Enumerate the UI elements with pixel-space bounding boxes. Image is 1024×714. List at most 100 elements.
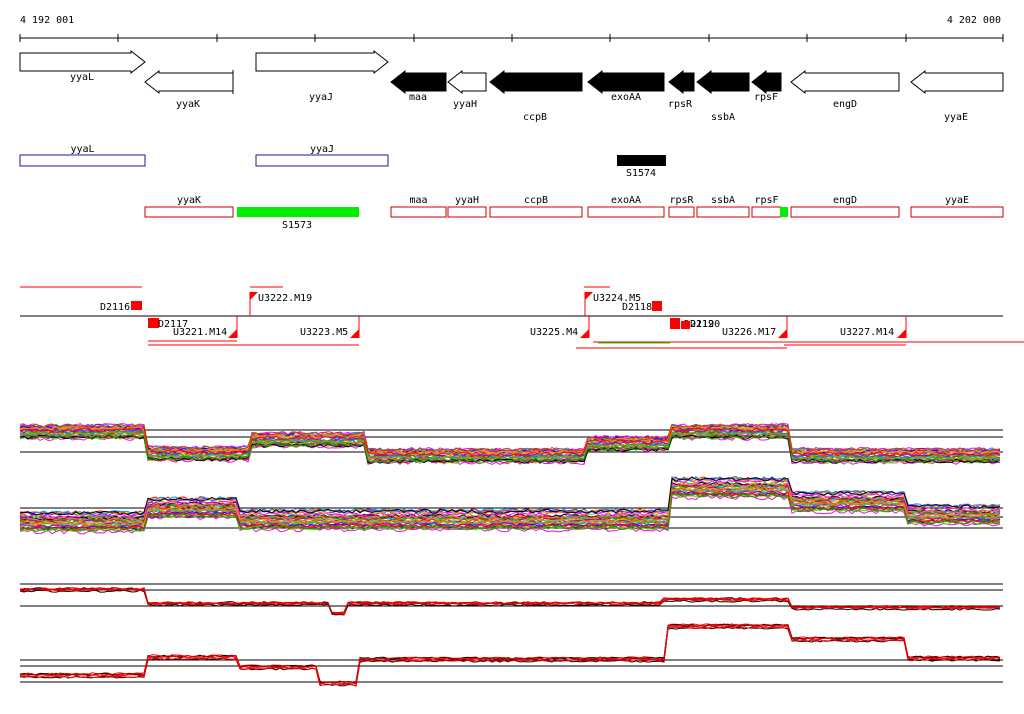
expression-trace (19, 482, 1001, 522)
gene-label-maa: maa (409, 92, 427, 103)
reverse-box-label: yyaH (455, 195, 479, 206)
expression-trace (19, 495, 1001, 535)
summary-profile-reverse (19, 623, 1003, 687)
expression-trace (19, 426, 1001, 456)
reverse-box-label: yyaE (945, 195, 969, 206)
reverse-box-exoaa[interactable] (587, 206, 665, 218)
promoter-label: D2119 (684, 319, 714, 330)
promoter-d2120[interactable] (681, 321, 690, 329)
promoter-label: U3221.M14 (173, 327, 227, 338)
promoter-d2117[interactable] (148, 318, 159, 328)
promoter-label: U3224.M5 (593, 293, 641, 304)
expression-trace (19, 430, 1001, 460)
expression-trace (19, 428, 1001, 458)
promoter-d2118[interactable] (652, 301, 662, 311)
gene-arrow-yyal[interactable] (19, 49, 146, 75)
promoter-u3225-m4[interactable] (580, 329, 589, 338)
forward-box-yyal[interactable] (19, 154, 146, 167)
reverse-box-ssba[interactable] (696, 206, 750, 218)
expression-trace (19, 623, 1001, 684)
gene-arrow-ssba[interactable] (696, 69, 750, 95)
promoter-u3224-m5[interactable] (585, 292, 593, 300)
expression-trace (19, 427, 1001, 457)
expression-trace (19, 588, 1001, 616)
promoter-u3222-m19[interactable] (250, 292, 258, 300)
forward-box-yyaj[interactable] (255, 154, 389, 167)
ruler-start-label: 4 192 001 (20, 15, 74, 26)
gene-arrow-maa[interactable] (390, 69, 447, 95)
promoter-label: U3226.M17 (722, 327, 776, 338)
expression-trace (19, 623, 1001, 684)
ruler-ticks (19, 34, 1004, 42)
feature-s1573[interactable] (237, 207, 359, 217)
reverse-box-label: maa (409, 195, 427, 206)
reverse-box-label: exoAA (611, 195, 641, 206)
gene-arrow-yyah[interactable] (447, 69, 487, 95)
expression-trace (19, 431, 1001, 461)
summary-profile-forward (19, 583, 1003, 616)
expression-profile-forward (19, 422, 1003, 466)
gene-arrow-engd[interactable] (790, 69, 900, 95)
gene-label-engd: engD (833, 99, 857, 110)
reverse-box-ccpb[interactable] (489, 206, 583, 218)
feature-s1574[interactable] (617, 155, 666, 166)
gene-label-yyak: yyaK (176, 99, 200, 110)
gene-arrow-yyaj[interactable] (255, 49, 389, 75)
gene-arrow-yyae[interactable] (910, 69, 1004, 95)
promoter-u3223-m5[interactable] (350, 329, 359, 338)
forward-box-label: yyaL (70, 144, 94, 155)
ruler-end-label: 4 202 000 (947, 15, 1001, 26)
gene-label-yyae: yyaE (944, 112, 968, 123)
expression-trace (19, 623, 1001, 684)
reverse-box-rpsf[interactable] (751, 206, 782, 218)
promoter-u3221-m14[interactable] (228, 329, 237, 338)
promoter-label: U3225.M4 (530, 327, 578, 338)
reverse-box-label: engD (833, 195, 857, 206)
promoter-d2119[interactable] (670, 318, 680, 329)
gene-label-rpsr: rpsR (668, 99, 693, 110)
gene-label-yyaj: yyaJ (309, 92, 333, 103)
promoter-span-lines (20, 286, 1024, 349)
promoter-u3226-m17[interactable] (778, 329, 787, 338)
reverse-box-yyak[interactable] (144, 206, 234, 218)
gene-arrow-exoaa[interactable] (587, 69, 665, 95)
reverse-box-maa[interactable] (390, 206, 447, 218)
expression-trace (19, 587, 1001, 615)
promoter-label: D2120 (690, 319, 720, 330)
promoter-label: D2116 (100, 302, 130, 313)
promoter-u3227-m14[interactable] (897, 329, 906, 338)
reverse-box-label: rpsR (669, 195, 694, 206)
forward-box-label: yyaJ (310, 144, 334, 155)
gene-arrow-track: yyaL yyaK yyaJ maa yyaH ccpB exoAA rpsR ssbA rpsF… (19, 49, 1004, 123)
gene-label-yyah: yyaH (453, 99, 477, 110)
reverse-box-label: rpsF (754, 195, 778, 206)
gene-arrow-rpsr[interactable] (668, 69, 695, 95)
expression-trace (19, 626, 1001, 687)
feature-green-small (780, 207, 788, 217)
gene-label-ccpb: ccpB (523, 112, 547, 123)
expression-trace (19, 422, 1001, 452)
promoter-label: D2117 (158, 319, 188, 330)
reverse-box-label: yyaK (177, 195, 201, 206)
expression-trace (19, 433, 1001, 464)
gene-label-exoaa: exoAA (611, 92, 641, 103)
expression-trace (19, 489, 1001, 530)
promoter-label: U3223.M5 (300, 327, 348, 338)
expression-trace (19, 476, 1001, 516)
promoter-label: U3222.M19 (258, 293, 312, 304)
reverse-box-yyae[interactable] (910, 206, 1004, 218)
gene-label-rpsf: rpsF (754, 92, 778, 103)
gene-arrow-rpsf[interactable] (751, 69, 782, 95)
gene-label-yyal: yyaL (70, 72, 94, 83)
gene-arrow-ccpb[interactable] (489, 69, 583, 95)
reverse-box-engd[interactable] (790, 206, 900, 218)
reverse-box-label: ssbA (711, 195, 735, 206)
expression-trace (19, 624, 1001, 685)
reverse-box-rpsr[interactable] (668, 206, 695, 218)
feature-label: S1573 (282, 220, 312, 231)
gene-arrow-yyak[interactable] (144, 69, 234, 95)
coordinate-ruler: 4 192 001 4 202 000 (19, 15, 1004, 42)
promoter-d2116[interactable] (131, 301, 142, 310)
reverse-box-yyah[interactable] (447, 206, 487, 218)
